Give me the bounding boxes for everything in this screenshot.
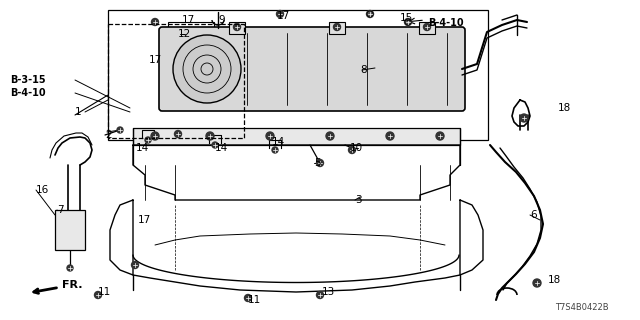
Circle shape xyxy=(266,132,274,140)
Circle shape xyxy=(424,23,431,30)
Circle shape xyxy=(367,11,374,18)
Text: 2: 2 xyxy=(105,130,111,140)
Circle shape xyxy=(272,147,278,153)
Circle shape xyxy=(317,292,323,299)
Circle shape xyxy=(436,132,444,140)
Text: 10: 10 xyxy=(350,143,363,153)
Circle shape xyxy=(244,294,252,301)
Text: 3: 3 xyxy=(355,195,362,205)
Circle shape xyxy=(131,261,138,268)
FancyBboxPatch shape xyxy=(159,27,465,111)
Circle shape xyxy=(533,279,541,287)
Text: B-4-10: B-4-10 xyxy=(10,88,45,98)
Circle shape xyxy=(404,19,412,26)
Text: 17: 17 xyxy=(277,11,291,21)
Circle shape xyxy=(333,23,340,30)
Circle shape xyxy=(117,127,123,133)
Circle shape xyxy=(349,147,355,154)
Circle shape xyxy=(95,292,102,299)
Text: 14: 14 xyxy=(272,137,285,147)
Text: B-4-10: B-4-10 xyxy=(428,18,463,28)
Text: 17: 17 xyxy=(138,215,151,225)
Circle shape xyxy=(386,132,394,140)
Circle shape xyxy=(152,19,159,26)
Text: 17: 17 xyxy=(182,15,195,25)
Text: 16: 16 xyxy=(36,185,49,195)
Bar xyxy=(133,128,460,145)
Bar xyxy=(108,24,244,138)
Text: 9: 9 xyxy=(218,15,225,25)
Text: 18: 18 xyxy=(558,103,572,113)
Text: 13: 13 xyxy=(322,287,335,297)
Bar xyxy=(108,10,488,140)
Text: FR.: FR. xyxy=(34,280,83,293)
Text: 8: 8 xyxy=(360,65,367,75)
Circle shape xyxy=(67,265,73,271)
Bar xyxy=(55,210,85,250)
Circle shape xyxy=(206,132,214,140)
Circle shape xyxy=(212,142,218,148)
Text: T7S4B0422B: T7S4B0422B xyxy=(555,303,609,312)
Circle shape xyxy=(175,131,182,138)
Text: 11: 11 xyxy=(98,287,111,297)
Circle shape xyxy=(317,159,323,166)
Text: B-3-15: B-3-15 xyxy=(10,75,45,85)
Text: 14: 14 xyxy=(136,143,149,153)
Text: 5: 5 xyxy=(314,158,321,168)
Circle shape xyxy=(173,35,241,103)
Text: 12: 12 xyxy=(178,29,191,39)
Bar xyxy=(419,22,435,34)
Circle shape xyxy=(405,19,411,25)
Circle shape xyxy=(151,132,159,140)
Text: 11: 11 xyxy=(248,295,261,305)
Circle shape xyxy=(145,137,151,143)
Circle shape xyxy=(276,11,284,18)
Bar xyxy=(329,22,345,34)
Text: 14: 14 xyxy=(215,143,228,153)
Text: 7: 7 xyxy=(57,205,63,215)
Text: 18: 18 xyxy=(548,275,561,285)
Circle shape xyxy=(367,11,373,17)
Text: 17: 17 xyxy=(149,55,163,65)
Bar xyxy=(229,22,245,34)
Circle shape xyxy=(326,132,334,140)
Text: 6: 6 xyxy=(530,210,536,220)
Text: 1: 1 xyxy=(75,107,82,117)
Bar xyxy=(168,22,214,46)
Circle shape xyxy=(520,114,528,122)
Circle shape xyxy=(234,23,241,30)
Text: 15: 15 xyxy=(400,13,413,23)
